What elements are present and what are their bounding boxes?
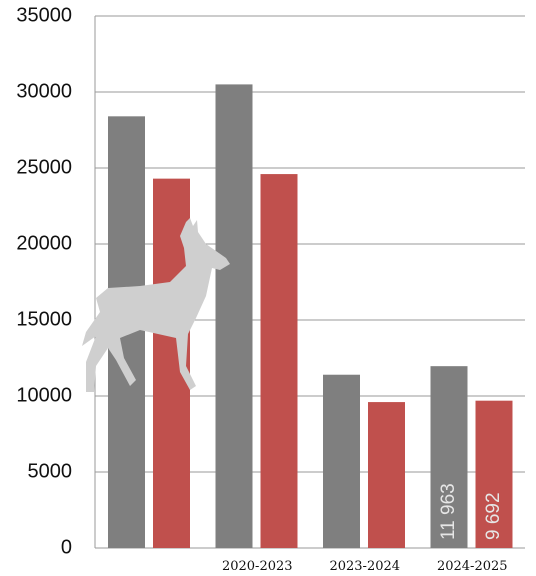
bar (430, 366, 468, 548)
y-tick-label: 15000 (16, 308, 72, 330)
y-tick-label: 0 (61, 536, 72, 558)
bar (323, 374, 360, 548)
x-tick-label: 2020-2023 (222, 559, 293, 574)
deer-silhouette (82, 218, 230, 392)
y-tick-label: 20000 (16, 232, 72, 254)
y-tick-label: 5000 (28, 460, 73, 482)
y-tick-label: 10000 (16, 384, 72, 406)
x-tick-label: 2023-2024 (329, 559, 400, 574)
y-tick-label: 35000 (16, 4, 72, 26)
bar (215, 84, 253, 549)
bar (260, 174, 298, 548)
bar (368, 402, 405, 548)
y-tick-label: 30000 (16, 80, 72, 102)
y-tick-label: 25000 (16, 156, 72, 178)
value-label: 9 692 (483, 492, 504, 540)
value-label: 11 963 (438, 483, 459, 540)
x-tick-label: 2024-2025 (437, 559, 508, 574)
bar (475, 400, 513, 548)
